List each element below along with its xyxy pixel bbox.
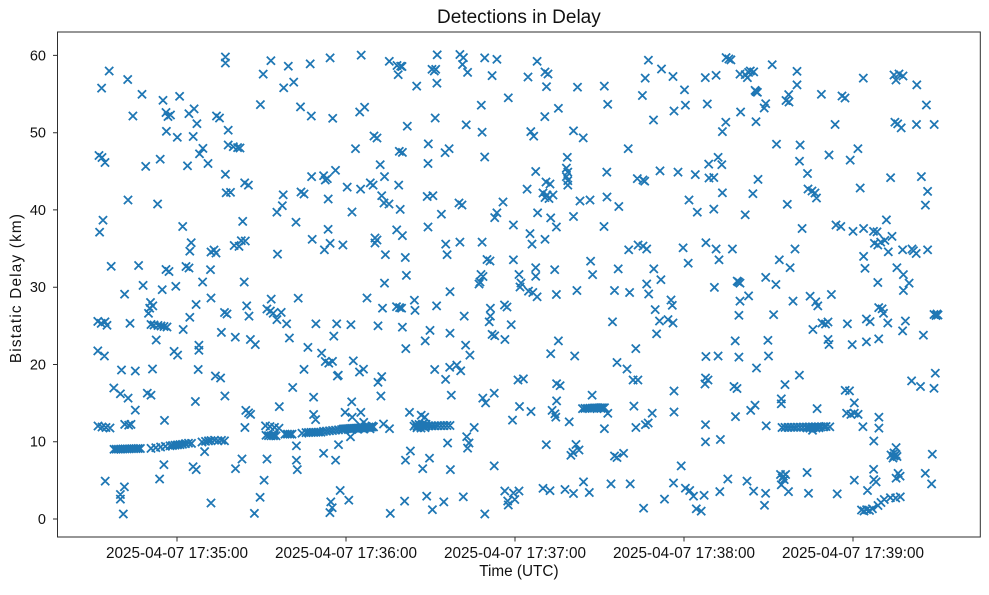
svg-text:Time (UTC): Time (UTC) <box>479 563 558 580</box>
svg-text:2025-04-07 17:37:00: 2025-04-07 17:37:00 <box>444 545 586 562</box>
svg-text:30: 30 <box>30 280 46 296</box>
svg-text:50: 50 <box>30 126 46 142</box>
svg-text:2025-04-07 17:35:00: 2025-04-07 17:35:00 <box>106 545 248 562</box>
svg-text:0: 0 <box>38 512 46 528</box>
svg-text:20: 20 <box>30 358 46 374</box>
svg-text:Bistatic Delay (km): Bistatic Delay (km) <box>8 213 25 363</box>
svg-text:10: 10 <box>30 435 46 451</box>
svg-text:60: 60 <box>30 48 46 64</box>
svg-text:2025-04-07 17:38:00: 2025-04-07 17:38:00 <box>613 545 755 562</box>
svg-text:40: 40 <box>30 203 46 219</box>
svg-text:2025-04-07 17:39:00: 2025-04-07 17:39:00 <box>782 545 924 562</box>
svg-text:2025-04-07 17:36:00: 2025-04-07 17:36:00 <box>275 545 417 562</box>
svg-text:Detections in Delay: Detections in Delay <box>437 7 601 28</box>
